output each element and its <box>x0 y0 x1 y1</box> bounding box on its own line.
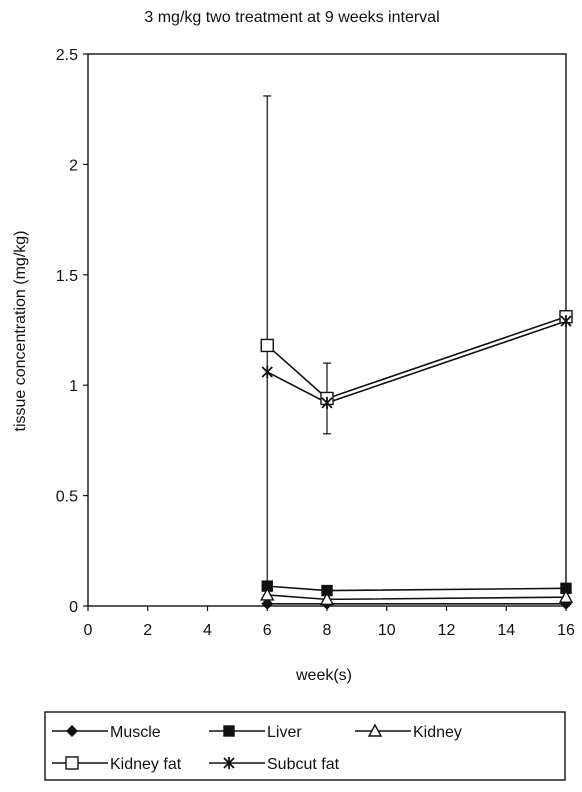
x-tick-label: 10 <box>378 622 396 639</box>
kidney-data-point <box>260 587 275 601</box>
legend-box <box>44 711 566 781</box>
legend-label: Kidney <box>413 724 462 741</box>
legend-label: Liver <box>267 724 302 741</box>
x-axis-label: week(s) <box>295 667 352 684</box>
legend-item-subcut-fat: Subcut fat <box>209 756 340 773</box>
y-tick-label: 0 <box>69 599 78 616</box>
y-tick-label: 2.5 <box>56 47 78 64</box>
legend-item-kidney-fat: Kidney fat <box>52 756 182 773</box>
kidney-data-point <box>558 589 574 603</box>
x-tick-label: 8 <box>323 622 332 639</box>
legend-label: Muscle <box>110 724 161 741</box>
legend-marker <box>223 757 235 769</box>
legend-marker <box>66 725 78 737</box>
y-tick-label: 2 <box>69 157 78 174</box>
subcut-fat-data-point <box>321 396 333 409</box>
subcut-fat-data-point <box>261 365 273 378</box>
x-tick-label: 14 <box>497 622 515 639</box>
y-tick-label: 1 <box>69 378 78 395</box>
chart-title: 3 mg/kg two treatment at 9 weeks interva… <box>144 9 439 26</box>
x-tick-label: 0 <box>84 622 93 639</box>
x-tick-label: 16 <box>557 622 575 639</box>
subcut-fat-data-point <box>560 315 572 328</box>
legend-marker <box>367 723 383 737</box>
kidney-fat-data-point <box>260 338 274 353</box>
y-tick-label: 1.5 <box>56 268 78 285</box>
series-line <box>267 594 567 601</box>
series-line <box>266 320 567 404</box>
x-tick-label: 12 <box>438 622 456 639</box>
x-tick-label: 4 <box>203 622 212 639</box>
legend-label: Subcut fat <box>267 756 340 773</box>
legend-item-liver: Liver <box>209 724 302 741</box>
legend-marker <box>65 756 79 770</box>
plot-area <box>87 53 567 607</box>
x-tick-label: 6 <box>263 622 272 639</box>
kidney-data-point <box>319 591 335 606</box>
y-tick-label: 0.5 <box>56 489 78 506</box>
series-line <box>267 585 567 592</box>
legend-label: Kidney fat <box>110 756 182 773</box>
legend-item-muscle: Muscle <box>52 724 161 741</box>
series-line <box>266 315 567 400</box>
muscle-data-point <box>261 597 274 610</box>
x-tick-label: 2 <box>143 622 152 639</box>
legend-marker <box>223 725 235 737</box>
y-axis-label: tissue concentration (mg/kg) <box>12 231 29 432</box>
legend-item-kidney: Kidney <box>355 723 462 741</box>
